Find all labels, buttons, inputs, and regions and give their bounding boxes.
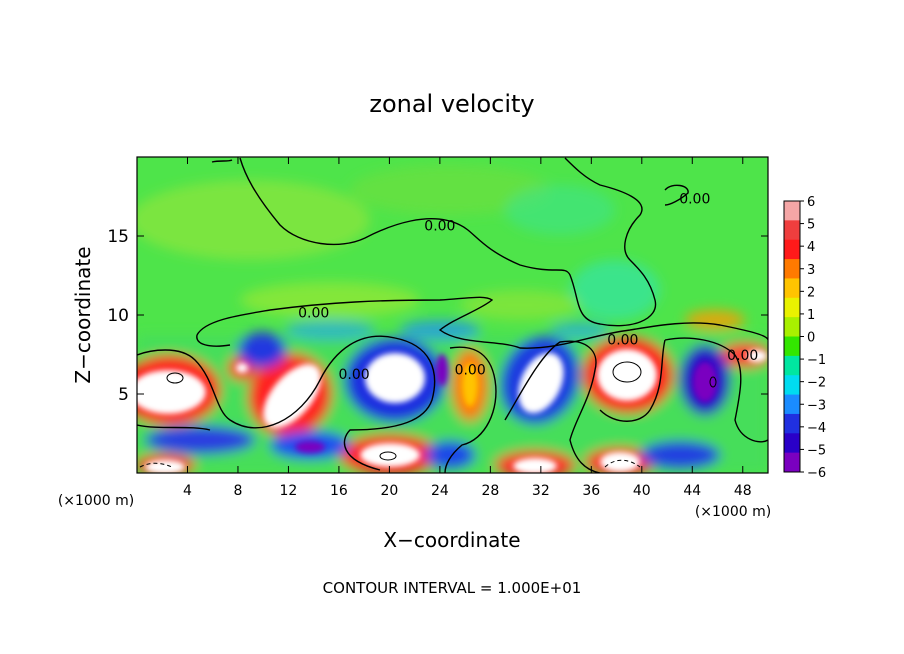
x-tick-label: 48 (734, 483, 752, 499)
x-tick-label: 12 (280, 483, 298, 499)
y-axis-label: Z−coordinate (71, 246, 95, 383)
colorbar-tick-label: 5 (807, 218, 815, 233)
x-tick-label: 32 (532, 483, 550, 499)
colorbar-swatch (784, 220, 800, 241)
colorbar-swatch (784, 452, 800, 473)
x-tick-label: 36 (582, 483, 600, 499)
colorbar-tick-label: 3 (807, 263, 815, 278)
colorbar-swatch (784, 413, 800, 434)
y-axis: 5 10 15 (107, 227, 768, 405)
x-tick-label: 44 (683, 483, 701, 499)
colorbar-swatch (784, 433, 800, 454)
contour-label: 0.00 (727, 348, 758, 364)
y-tick-label: 5 (118, 385, 129, 405)
contour-label: 0.00 (424, 219, 455, 235)
colorbar-tick-label: 2 (807, 285, 815, 300)
colorbar-tick-label: −3 (807, 398, 826, 413)
colorbar-tick-label: 6 (807, 195, 815, 210)
x-tick-label: 4 (183, 483, 192, 499)
contour-lines (137, 157, 768, 473)
colorbar-swatch (784, 239, 800, 260)
colorbar-swatch (784, 278, 800, 299)
x-axis-label: X−coordinate (383, 528, 520, 552)
colorbar-tick-label: 1 (807, 308, 815, 323)
x-unit-right: (×1000 m) (695, 504, 771, 520)
contour-label: 0.00 (455, 362, 486, 378)
contour-label: 0.00 (679, 192, 710, 208)
colorbar-tick-label: −1 (807, 353, 826, 368)
x-tick-label: 16 (330, 483, 348, 499)
contour-labels: 0.00 0.00 0.00 0.00 0.00 0.00 0.00 (298, 192, 758, 383)
colorbar-swatch (784, 201, 800, 221)
colorbar-swatch (784, 355, 800, 376)
x-unit-left: (×1000 m) (58, 493, 134, 509)
colorbar-tick-label: −6 (807, 466, 826, 481)
colorbar-swatch (784, 297, 800, 318)
colorbar-swatch (784, 394, 800, 415)
colorbar-swatch (784, 317, 800, 337)
contour-label: 0.00 (338, 367, 369, 383)
contour-label: 0.00 (607, 332, 638, 348)
colorbar-tick-label: −5 (807, 443, 826, 458)
colorbar-tick-label: −4 (807, 421, 826, 436)
contour-label: 0.00 (298, 305, 329, 321)
y-tick-label: 10 (107, 306, 129, 326)
x-axis: 4 8 12 16 20 24 28 32 36 40 44 48 (183, 157, 752, 499)
x-tick-label: 28 (481, 483, 499, 499)
contour-interval-note: CONTOUR INTERVAL = 1.000E+01 (323, 579, 582, 597)
x-tick-label: 24 (431, 483, 449, 499)
colorbar-tick-label: 4 (807, 240, 815, 255)
colorbar-tick-label: −2 (807, 376, 826, 391)
y-tick-label: 15 (107, 227, 129, 247)
colorbar-swatch (784, 259, 800, 279)
colorbar-swatch (784, 375, 800, 396)
colorbar-tick-label: 0 (807, 331, 815, 346)
colorbar-swatch (784, 336, 800, 357)
colorbar: 6 5 4 3 2 1 0 −1 −2 −3 −4 −5 −6 (783, 195, 826, 481)
x-tick-label: 40 (633, 483, 651, 499)
x-tick-label: 20 (380, 483, 398, 499)
chart-title: zonal velocity (369, 90, 534, 118)
heatmap-field (137, 157, 768, 473)
x-tick-label: 8 (233, 483, 242, 499)
